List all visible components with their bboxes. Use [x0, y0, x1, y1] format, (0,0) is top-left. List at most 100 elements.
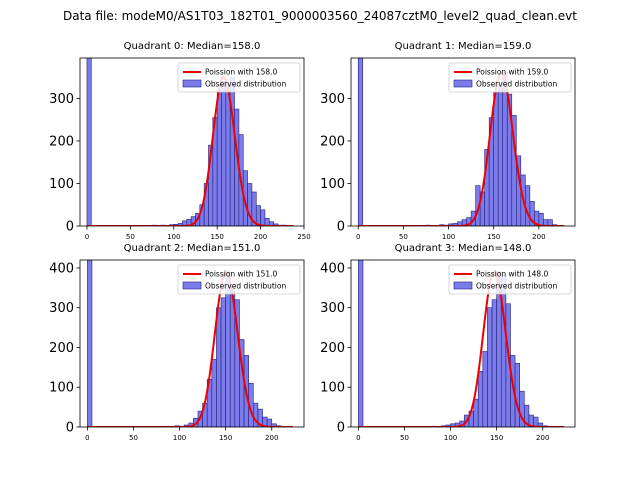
- q0-bar: [216, 89, 222, 226]
- panel-quadrant-1: Quadrant 1: Median=159.0 0 100 200 300 0 50 100…: [320, 41, 576, 241]
- q0-ytick-label: 300: [49, 92, 74, 107]
- panel-quadrant-2: Quadrant 2: Median=151.0 0 100 200 300 400 0 50…: [49, 243, 305, 442]
- q0-ytick-label: 0: [66, 220, 74, 235]
- q1-legend: Poission with 159.0 Observed distribution: [448, 62, 572, 93]
- q3-bar: [491, 299, 497, 427]
- q0-legend-poisson-label: Poission with 158.0: [205, 68, 278, 77]
- q2-bar: [220, 297, 226, 427]
- q3-legend-observed-label: Observed distribution: [476, 282, 557, 291]
- q2-legend-observed-label: Observed distribution: [205, 282, 286, 291]
- q0-bar: [260, 209, 266, 226]
- q2-xtick-label: 150: [219, 434, 232, 442]
- q3-legend-box: [448, 264, 572, 295]
- q1-xtick-label: 100: [442, 233, 455, 241]
- q2-ytick-label: 200: [49, 341, 74, 356]
- q3-bar: [482, 351, 488, 427]
- q1-bar: [525, 185, 531, 226]
- q1-ytick-label: 300: [320, 92, 345, 107]
- q3-legend-bar-swatch: [453, 281, 473, 290]
- q0-xtick-label: 200: [254, 233, 267, 241]
- q0-xtick-label: 0: [85, 233, 89, 241]
- q3-ytick-label: 300: [320, 301, 345, 316]
- q3-legend: Poission with 148.0 Observed distribution: [448, 264, 572, 295]
- q0-legend-observed-label: Observed distribution: [205, 80, 286, 89]
- q2-legend-box: [177, 264, 301, 295]
- q0-ytick-label: 100: [49, 177, 74, 192]
- q3-xtick-label: 50: [400, 434, 409, 442]
- figure-suptitle: Data file: modeM0/AS1T03_182T01_90000035…: [63, 9, 577, 23]
- q3-axes-frame: [350, 259, 576, 428]
- q0-xtick-label: 50: [126, 233, 135, 241]
- q1-title: Quadrant 1: Median=159.0: [395, 41, 532, 52]
- q1-bar: [493, 91, 499, 226]
- q3-ytick-label: 100: [320, 381, 345, 396]
- q1-bar: [497, 85, 504, 226]
- q2-bar: [87, 260, 93, 427]
- q0-xtick-label: 250: [297, 233, 310, 241]
- q2-legend-bar-swatch: [182, 281, 202, 290]
- q2-legend: Poission with 151.0 Observed distribution: [177, 264, 301, 295]
- q1-ytick-label: 100: [320, 177, 345, 192]
- q1-bar: [502, 72, 508, 226]
- q2-xtick-label: 50: [129, 434, 138, 442]
- q3-title: Quadrant 3: Median=148.0: [395, 243, 532, 254]
- q0-xtick-label: 150: [210, 233, 223, 241]
- q1-legend-box: [448, 62, 572, 93]
- q1-bar: [538, 212, 544, 226]
- q3-poisson-curve: [358, 270, 564, 427]
- q2-legend-poisson-label: Poission with 151.0: [205, 270, 278, 279]
- q3-bar: [477, 371, 484, 427]
- q3-ytick-label: 400: [320, 261, 345, 276]
- q1-xtick-label: 150: [487, 233, 500, 241]
- q3-bar: [473, 398, 479, 427]
- q1-legend-bar-swatch: [453, 79, 473, 88]
- q2-poisson-curve: [87, 270, 293, 427]
- q3-legend-poisson-label: Poission with 148.0: [476, 270, 549, 279]
- q3-xtick-label: 150: [490, 434, 503, 442]
- q1-legend-poisson-label: Poission with 159.0: [476, 68, 549, 77]
- q1-bar: [357, 58, 364, 226]
- panels: Quadrant 0: Median=158.0 0 100 200 300 0 50 100…: [49, 41, 576, 442]
- q0-legend-box: [177, 62, 301, 93]
- q1-xtick-label: 50: [399, 233, 408, 241]
- q3-xtick-label: 200: [536, 434, 549, 442]
- q2-bar: [225, 271, 231, 427]
- q0-xtick-label: 100: [167, 233, 180, 241]
- q2-xtick-label: 100: [173, 434, 186, 442]
- q1-xtick-label: 0: [356, 233, 360, 241]
- q1-legend-observed-label: Observed distribution: [476, 80, 557, 89]
- q2-xtick-label: 0: [85, 434, 89, 442]
- panel-quadrant-3: Quadrant 3: Median=148.0 0 100 200 300 400 0 50…: [320, 243, 576, 442]
- q3-ytick-label: 200: [320, 341, 345, 356]
- q2-bar: [271, 423, 277, 427]
- q1-ytick-label: 0: [337, 220, 345, 235]
- q2-ytick-label: 300: [49, 301, 74, 316]
- q1-xtick-label: 200: [532, 233, 545, 241]
- q1-bar: [547, 219, 553, 226]
- q2-ytick-label: 0: [66, 421, 74, 436]
- q1-ytick-label: 200: [320, 134, 345, 149]
- q3-ytick-label: 0: [337, 421, 345, 436]
- q2-bar: [216, 307, 222, 427]
- q2-ytick-label: 400: [49, 261, 74, 276]
- q2-bar: [211, 359, 217, 427]
- q0-bar: [221, 81, 227, 226]
- q3-xtick-label: 100: [444, 434, 457, 442]
- q0-bar: [86, 58, 92, 226]
- q3-bar: [358, 260, 364, 427]
- q0-bar: [225, 85, 231, 226]
- panel-quadrant-0: Quadrant 0: Median=158.0 0 100 200 300 0 50 100…: [49, 41, 311, 241]
- q3-xtick-label: 0: [356, 434, 360, 442]
- q0-ytick-label: 200: [49, 134, 74, 149]
- q0-legend: Poission with 158.0 Observed distribution: [177, 62, 301, 93]
- q0-title: Quadrant 0: Median=158.0: [124, 41, 261, 52]
- q1-axes-frame: [350, 57, 576, 227]
- q2-axes-frame: [79, 259, 305, 428]
- q0-poisson-curve: [86, 76, 294, 226]
- q0-legend-bar-swatch: [182, 79, 202, 88]
- q3-bar: [487, 307, 493, 427]
- q2-bars: [87, 260, 282, 427]
- q0-axes-frame: [79, 57, 305, 227]
- q2-ytick-label: 100: [49, 381, 74, 396]
